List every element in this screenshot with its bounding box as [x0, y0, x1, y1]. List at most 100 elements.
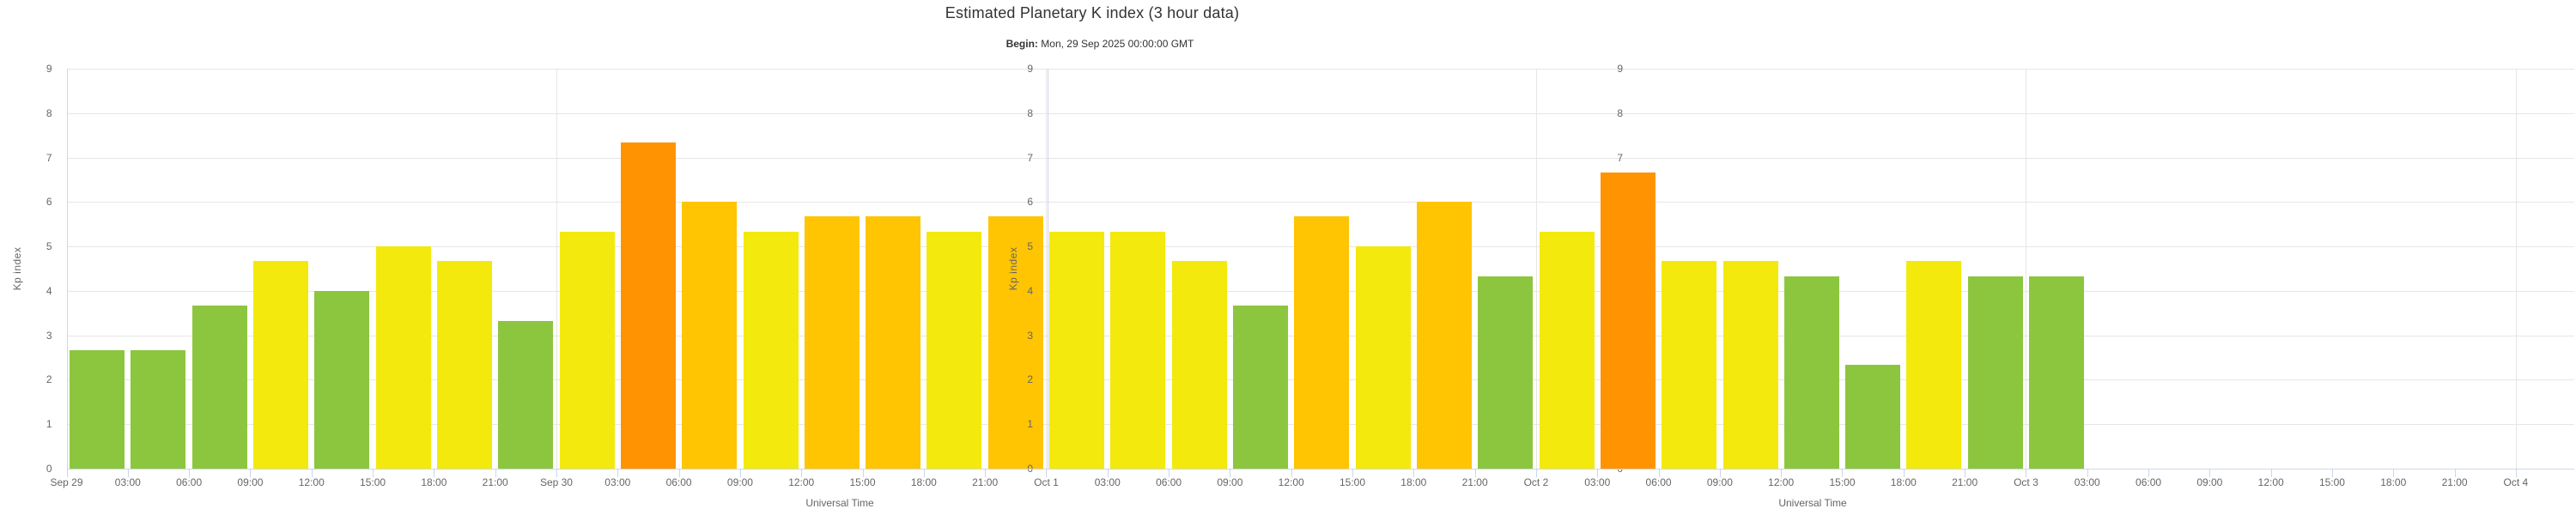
kp-bar-sep-30-00-00[interactable] — [559, 232, 615, 469]
kp-bar-oct-2-21-00[interactable] — [1967, 276, 2023, 469]
y-axis-2-label-9: 9 — [1027, 62, 1033, 75]
x-tick-label-sep-30-8: Sep 30 — [539, 476, 573, 488]
x-tick-40 — [2515, 469, 2517, 477]
y-axis-2-label-2: 2 — [1027, 373, 1033, 386]
y-axis-1-label-4: 4 — [46, 284, 52, 297]
y-axis-2-label-7: 7 — [1027, 151, 1033, 164]
x-tick-3 — [250, 469, 252, 477]
kp-bar-oct-1-12-00[interactable] — [1294, 216, 1350, 469]
kp-bar-sep-29-00-00[interactable] — [70, 349, 125, 469]
h-gridline-kp-5 — [66, 246, 2574, 248]
x-tick-label-03-00-1: 03:00 — [114, 476, 141, 488]
x-axis-title-2: Universal Time — [1778, 497, 1847, 509]
kp-bar-oct-2-12-00[interactable] — [1783, 276, 1839, 469]
x-tick-11 — [739, 469, 741, 477]
x-tick-label-09-00-11: 09:00 — [726, 476, 753, 488]
kp-bar-sep-30-18-00[interactable] — [927, 232, 982, 469]
kp-bar-oct-1-21-00[interactable] — [1478, 276, 1534, 469]
kp-bar-sep-29-15-00[interactable] — [375, 246, 431, 469]
x-tick-label-06-00-18: 06:00 — [1156, 476, 1182, 488]
kp-bar-oct-2-03-00[interactable] — [1600, 172, 1656, 469]
x-tick-15 — [985, 469, 987, 477]
x-tick-0 — [66, 469, 68, 477]
kp-bar-oct-2-15-00[interactable] — [1845, 365, 1901, 469]
x-tick-label-12-00-28: 12:00 — [1768, 476, 1795, 488]
x-tick-label-06-00-26: 06:00 — [1645, 476, 1672, 488]
x-tick-label-12-00-4: 12:00 — [298, 476, 325, 488]
x-tick-10 — [678, 469, 680, 477]
kp-bar-sep-30-15-00[interactable] — [866, 216, 921, 469]
kp-bar-sep-29-03-00[interactable] — [131, 349, 186, 469]
kp-bar-sep-30-03-00[interactable] — [620, 142, 676, 469]
y-axis-1-label-6: 6 — [46, 196, 52, 209]
x-tick-label-21-00-39: 21:00 — [2441, 476, 2468, 488]
x-tick-28 — [1781, 469, 1783, 477]
h-gridline-kp-1 — [66, 424, 2574, 426]
x-tick-label-18-00-14: 18:00 — [910, 476, 937, 488]
kp-bar-oct-1-15-00[interactable] — [1355, 246, 1411, 469]
y-axis-3-label-5: 5 — [1617, 240, 1623, 253]
x-tick-label-18-00-38: 18:00 — [2380, 476, 2407, 488]
kp-bar-sep-29-12-00[interactable] — [314, 290, 370, 469]
kp-bar-sep-29-06-00[interactable] — [191, 305, 247, 469]
x-tick-21 — [1352, 469, 1353, 477]
kp-bar-sep-30-06-00[interactable] — [682, 202, 738, 469]
x-tick-label-sep-29-0: Sep 29 — [50, 476, 83, 488]
y-axis-1-label-2: 2 — [46, 373, 52, 386]
y-axis-1-label-9: 9 — [46, 62, 52, 75]
y-axis-3-label-9: 9 — [1617, 62, 1623, 75]
y-axis-2-label-4: 4 — [1027, 284, 1033, 297]
x-tick-label-12-00-36: 12:00 — [2257, 476, 2284, 488]
day-gridline-oct-2 — [1535, 69, 1537, 469]
x-tick-label-15-00-13: 15:00 — [849, 476, 876, 488]
kp-bar-sep-30-09-00[interactable] — [743, 232, 799, 469]
x-tick-label-15-00-37: 15:00 — [2318, 476, 2345, 488]
x-tick-label-09-00-3: 09:00 — [237, 476, 264, 488]
y-axis-3-label-2: 2 — [1617, 373, 1623, 386]
kp-bar-sep-30-12-00[interactable] — [804, 216, 860, 469]
x-tick-label-03-00-33: 03:00 — [2074, 476, 2100, 488]
y-axis-1-label-7: 7 — [46, 151, 52, 164]
x-axis-baseline — [66, 469, 2574, 470]
x-tick-16 — [1046, 469, 1048, 477]
kp-bar-sep-29-18-00[interactable] — [437, 261, 492, 469]
kp-bar-sep-29-21-00[interactable] — [498, 320, 554, 469]
x-tick-label-18-00-6: 18:00 — [421, 476, 447, 488]
kp-bar-oct-2-18-00[interactable] — [1906, 261, 1962, 469]
day-gridline-oct-1 — [1046, 69, 1048, 469]
x-tick-2 — [189, 469, 191, 477]
x-tick-24 — [1535, 469, 1537, 477]
x-tick-label-06-00-10: 06:00 — [665, 476, 692, 488]
kp-bar-sep-30-21-00[interactable] — [987, 216, 1043, 469]
kp-bar-oct-2-06-00[interactable] — [1662, 261, 1717, 469]
x-tick-7 — [495, 469, 496, 477]
x-tick-label-18-00-30: 18:00 — [1890, 476, 1917, 488]
x-tick-label-18-00-22: 18:00 — [1400, 476, 1427, 488]
y-axis-2-label-3: 3 — [1027, 329, 1033, 342]
x-tick-14 — [923, 469, 925, 477]
kp-bar-oct-1-00-00[interactable] — [1049, 232, 1105, 469]
x-tick-25 — [1597, 469, 1599, 477]
kp-bar-oct-1-09-00[interactable] — [1233, 305, 1289, 469]
x-tick-label-09-00-35: 09:00 — [2196, 476, 2223, 488]
kp-bar-oct-1-06-00[interactable] — [1171, 261, 1227, 469]
x-tick-20 — [1291, 469, 1292, 477]
kp-bar-oct-2-09-00[interactable] — [1722, 261, 1778, 469]
h-gridline-kp-4 — [66, 290, 2574, 292]
day-gridline-oct-4 — [2515, 69, 2517, 469]
day-gridline-sep-30 — [556, 69, 557, 469]
y-axis-3-label-6: 6 — [1617, 196, 1623, 209]
x-tick-37 — [2331, 469, 2333, 477]
x-tick-label-15-00-29: 15:00 — [1829, 476, 1856, 488]
subtitle-begin-label: Begin: — [1005, 38, 1038, 50]
x-tick-23 — [1474, 469, 1476, 477]
kp-bar-sep-29-09-00[interactable] — [253, 261, 309, 469]
kp-bar-oct-2-00-00[interactable] — [1539, 232, 1595, 469]
kp-bar-oct-1-18-00[interactable] — [1416, 202, 1472, 469]
kp-bar-oct-3-00-00[interactable] — [2029, 276, 2085, 469]
x-tick-39 — [2454, 469, 2456, 477]
kp-bar-oct-1-03-00[interactable] — [1110, 232, 1166, 469]
x-tick-label-oct-4-40: Oct 4 — [2503, 476, 2529, 488]
